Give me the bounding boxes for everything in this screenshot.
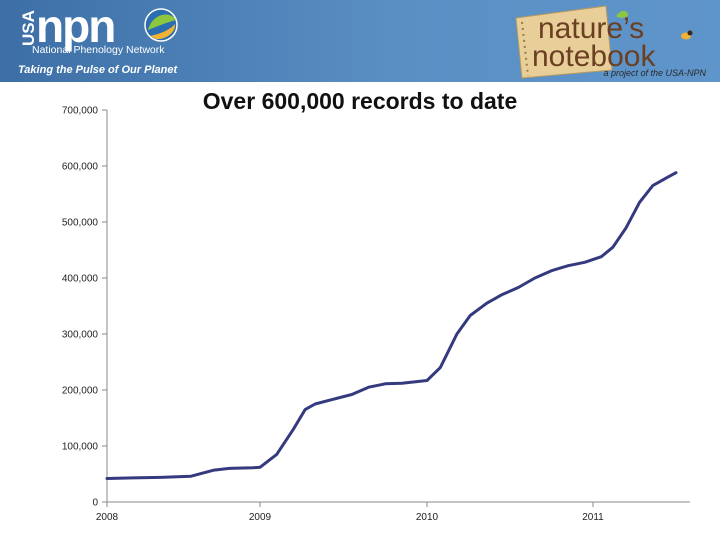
x-tick-label: 2011 [582, 512, 604, 523]
chart-title: Over 600,000 records to date [202, 88, 518, 114]
leaf-icon [616, 10, 628, 18]
y-tick-label: 700,000 [62, 106, 99, 117]
header-banner: USA npn National Phenology Network Takin… [0, 0, 720, 82]
x-tick-label: 2009 [249, 512, 272, 523]
y-tick-label: 100,000 [62, 442, 99, 453]
project-note: a project of the USA-NPN [603, 68, 706, 78]
banner-graphic: USA npn National Phenology Network Takin… [0, 0, 720, 82]
y-tick-label: 300,000 [62, 330, 99, 341]
y-tick-label: 0 [92, 498, 98, 509]
usa-label: USA [19, 10, 38, 46]
y-tick-label: 400,000 [62, 274, 99, 285]
y-tick-label: 200,000 [62, 386, 99, 397]
notebook-icon [515, 5, 613, 79]
y-tick-label: 600,000 [62, 162, 99, 173]
network-name: National Phenology Network [32, 44, 165, 56]
brand-line-natures: nature’s [538, 12, 644, 45]
x-tick-label: 2010 [416, 512, 439, 523]
bird-icon [681, 30, 693, 40]
brand-line-notebook: notebook [532, 40, 656, 73]
x-tick-label: 2008 [96, 512, 119, 523]
records-series-line [105, 171, 678, 480]
npn-logo-text: npn [36, 0, 114, 52]
y-tick-label: 500,000 [62, 218, 99, 229]
globe-leaf-icon [144, 8, 178, 42]
tagline: Taking the Pulse of Our Planet [18, 64, 178, 76]
